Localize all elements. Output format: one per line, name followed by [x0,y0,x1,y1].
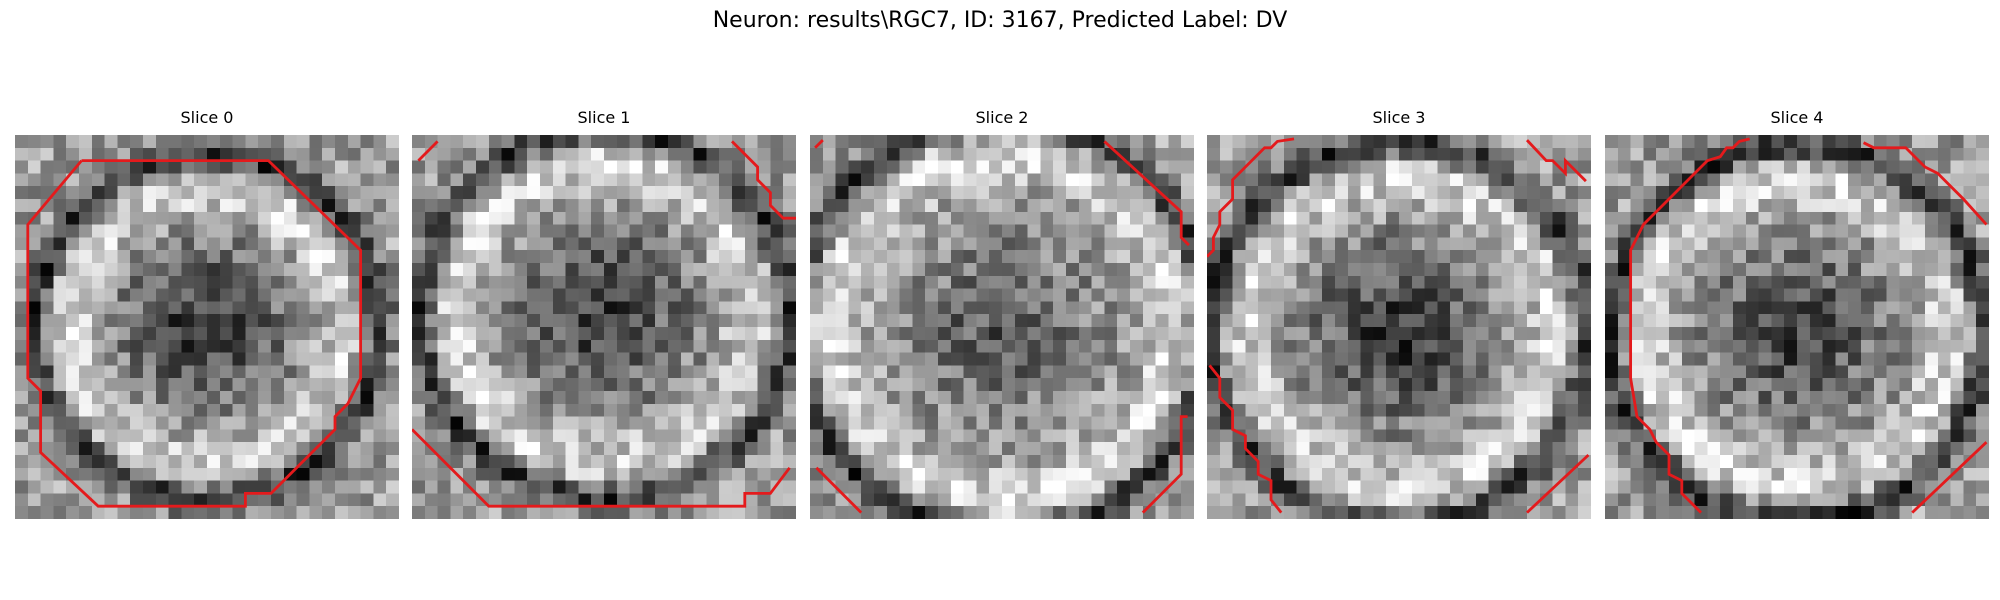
slice-image-1 [412,135,796,519]
slice-title-2: Slice 2 [975,108,1029,127]
cell-contour-1b [731,140,796,220]
pixel-grid-1 [412,135,796,519]
pixel-grid-0 [15,135,399,519]
cell-contour-1a [417,140,439,162]
slice-panel-4: Slice 4 [1605,108,1989,520]
cell-contour-3b [1525,139,1587,183]
slice-panel-3: Slice 3 [1207,108,1591,520]
cell-contour-1c [412,428,791,508]
slice-image-2 [810,135,1194,519]
pixel-grid-2 [810,135,1194,519]
cell-contour-3a [1207,137,1295,258]
cell-contour-0 [26,159,363,508]
slice-title-1: Slice 1 [577,108,631,127]
slice-title-3: Slice 3 [1372,108,1426,127]
slice-panel-0: Slice 0 [15,108,399,520]
slice-image-4 [1605,135,1989,519]
cell-contour-4b [1862,141,1988,226]
slice-panel-1: Slice 1 [412,108,796,520]
cell-contour-4c [1911,441,1988,514]
cell-contour-2b [1103,140,1190,247]
slice-title-4: Slice 4 [1770,108,1824,127]
pixel-grid-3 [1207,135,1591,519]
cell-contour-4a [1629,137,1750,514]
cell-contour-2c [815,466,863,514]
cell-contour-3d [1526,453,1590,514]
cell-contour-2a [814,139,824,149]
figure-title: Neuron: results\RGC7, ID: 3167, Predicte… [712,8,1288,33]
cell-contour-2d [1141,415,1188,514]
slice-panel-2: Slice 2 [810,108,1194,520]
slice-image-0 [15,135,399,519]
cell-contour-3c [1208,364,1283,514]
slice-title-0: Slice 0 [180,108,234,127]
slice-image-3 [1207,135,1591,519]
pixel-grid-4 [1605,135,1989,519]
